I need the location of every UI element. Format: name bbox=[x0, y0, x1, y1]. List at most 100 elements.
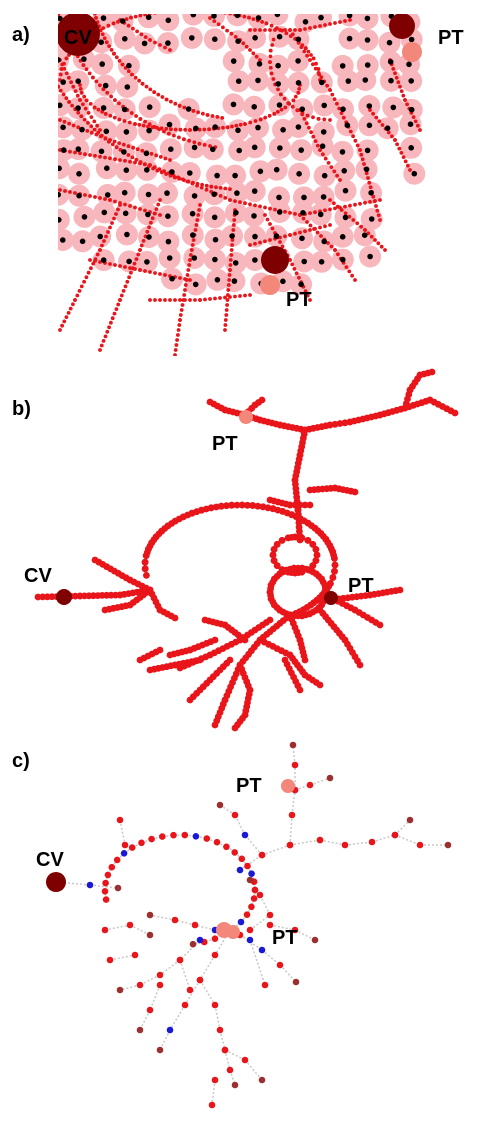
sinusoid-point bbox=[368, 200, 372, 204]
graph-node bbox=[208, 1101, 216, 1109]
vessel-point bbox=[171, 614, 179, 622]
vessel-point bbox=[166, 651, 174, 659]
sinusoid-point bbox=[47, 69, 51, 73]
sinusoid-point bbox=[286, 101, 291, 106]
graph-node bbox=[244, 862, 251, 870]
portal-triad-node-c-top bbox=[281, 779, 295, 793]
sinusoid-point bbox=[269, 71, 274, 76]
nucleus bbox=[79, 238, 86, 245]
sinusoid-point bbox=[103, 136, 108, 141]
sinusoid-point bbox=[141, 239, 146, 243]
sinusoid-point bbox=[176, 333, 180, 337]
sinusoid-point bbox=[60, 323, 64, 328]
sinusoid-point bbox=[168, 9, 172, 13]
graph-node bbox=[406, 816, 414, 824]
graph-edge bbox=[224, 1049, 246, 1061]
nucleus bbox=[191, 144, 198, 151]
sinusoid-point bbox=[88, 102, 93, 106]
graph-edge bbox=[292, 744, 296, 766]
sinusoid-point bbox=[411, 115, 416, 119]
vessel-point bbox=[212, 503, 220, 511]
graph-edge bbox=[179, 959, 191, 991]
nucleus bbox=[97, 233, 103, 240]
sinusoid-point bbox=[231, 223, 236, 227]
nucleus bbox=[192, 281, 199, 288]
sinusoid-point bbox=[355, 143, 360, 148]
nucleus bbox=[257, 168, 264, 175]
sinusoid-point bbox=[178, 127, 183, 132]
sinusoid-point bbox=[31, 34, 35, 38]
sinusoid-point bbox=[263, 205, 267, 210]
sinusoid-point bbox=[297, 87, 302, 91]
sinusoid-point bbox=[128, 204, 132, 208]
sinusoid-point bbox=[403, 159, 408, 164]
sinusoid-point bbox=[111, 21, 116, 26]
graph-node bbox=[216, 1026, 224, 1034]
sinusoid-point bbox=[86, 270, 91, 275]
nucleus bbox=[75, 78, 81, 84]
sinusoid-point bbox=[140, 148, 145, 153]
sinusoid-point bbox=[303, 27, 307, 31]
sinusoid-point bbox=[35, 43, 39, 47]
nucleus bbox=[100, 257, 107, 263]
sinusoid-point bbox=[174, 343, 179, 347]
sinusoid-point bbox=[79, 114, 84, 119]
sinusoid-point bbox=[173, 348, 178, 352]
sinusoid-point bbox=[254, 54, 259, 59]
nucleus bbox=[301, 258, 308, 265]
nucleus bbox=[100, 105, 107, 111]
sinusoid-point bbox=[316, 71, 321, 75]
hepatocyte bbox=[356, 14, 379, 30]
nucleus bbox=[295, 124, 302, 130]
sinusoid-point bbox=[153, 271, 157, 275]
nucleus bbox=[166, 121, 173, 128]
sinusoid-point bbox=[58, 84, 60, 89]
sinusoid-point bbox=[178, 298, 182, 302]
sinusoid-point bbox=[152, 165, 157, 170]
sinusoid-point bbox=[343, 211, 348, 216]
nucleus bbox=[232, 172, 238, 179]
sinusoid-point bbox=[64, 56, 69, 61]
sinusoid-point bbox=[173, 298, 177, 302]
sinusoid-point bbox=[98, 260, 102, 264]
sinusoid-point bbox=[108, 198, 112, 202]
sinusoid-point bbox=[253, 241, 257, 246]
graph-node bbox=[241, 831, 249, 839]
sinusoid-point bbox=[173, 9, 177, 13]
sinusoid-point bbox=[77, 289, 82, 293]
nucleus bbox=[273, 233, 280, 239]
sinusoid-point bbox=[344, 265, 349, 269]
graph-node bbox=[102, 896, 110, 903]
sinusoid-point bbox=[283, 105, 288, 110]
sinusoid-point bbox=[359, 152, 364, 157]
sinusoid-point bbox=[123, 158, 127, 163]
nucleus bbox=[345, 78, 352, 84]
nucleus bbox=[364, 147, 371, 154]
sinusoid-point bbox=[376, 241, 381, 246]
sinusoid-point bbox=[308, 298, 312, 302]
nucleus bbox=[124, 231, 130, 238]
sinusoid-point bbox=[200, 182, 205, 187]
sinusoid-point bbox=[243, 201, 247, 206]
sinusoid-point bbox=[328, 88, 332, 92]
sinusoid-point bbox=[138, 161, 142, 166]
annotation-pt-c-mid: PT bbox=[272, 927, 298, 949]
graph-node bbox=[116, 816, 124, 824]
sinusoid-point bbox=[82, 279, 86, 284]
nucleus bbox=[122, 36, 128, 42]
sinusoid-point bbox=[195, 218, 200, 222]
sinusoid-point bbox=[399, 151, 404, 155]
nucleus bbox=[189, 210, 196, 217]
sinusoid-point bbox=[91, 3, 95, 7]
sinusoid-point bbox=[100, 243, 104, 248]
sinusoid-point bbox=[108, 113, 113, 118]
nucleus bbox=[295, 36, 302, 43]
sinusoid-point bbox=[309, 53, 313, 57]
sinusoid-point bbox=[333, 248, 337, 252]
sinusoid-point bbox=[284, 31, 289, 36]
sinusoid-point bbox=[328, 207, 332, 212]
nucleus bbox=[234, 190, 240, 196]
graph-node bbox=[241, 1056, 249, 1064]
sinusoid-point bbox=[258, 117, 263, 122]
sinusoid-point bbox=[226, 283, 231, 287]
